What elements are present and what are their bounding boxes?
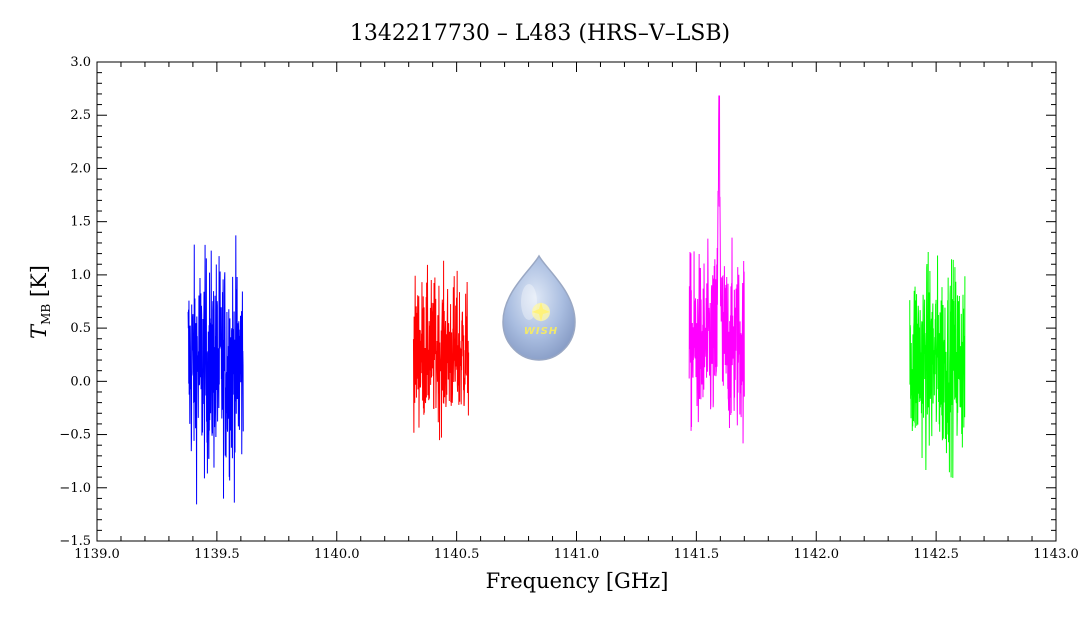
series-layer	[187, 95, 966, 505]
y-axis-label-symbol: T	[27, 323, 51, 339]
x-tick-label: 1140.0	[314, 547, 360, 562]
x-tick-label: 1141.0	[554, 547, 600, 562]
y-tick-label: −1.5	[59, 534, 91, 549]
y-axis-label-subscript: MB	[39, 304, 53, 325]
x-tick-label: 1139.0	[74, 547, 120, 562]
wish-logo: WISH	[502, 254, 576, 361]
x-tick-label: 1140.5	[434, 547, 480, 562]
x-tick-label: 1139.5	[194, 547, 240, 562]
y-tick-label: −1.0	[59, 481, 91, 496]
chart-title: 1342217730 – L483 (HRS–V–LSB)	[350, 21, 730, 46]
x-tick-label: 1141.5	[674, 547, 720, 562]
x-tick-label: 1142.5	[913, 547, 959, 562]
plot-frame	[96, 61, 1057, 542]
y-tick-label: 1.0	[70, 268, 91, 283]
y-axis-label-units: [K]	[27, 265, 51, 297]
y-tick-label: 0.0	[70, 374, 91, 389]
logo-text: WISH	[524, 326, 558, 337]
star-icon	[532, 302, 550, 322]
spectrum-series-2	[412, 260, 470, 441]
y-tick-label: 2.0	[70, 161, 91, 176]
spectrum-series-1	[187, 235, 244, 505]
spectrum-series-4	[909, 252, 966, 478]
x-axis-label: Frequency [GHz]	[486, 569, 669, 593]
svg-text:TMB [K]: TMB [K]	[27, 265, 53, 339]
y-axis-label: TMB [K]	[27, 265, 53, 339]
y-tick-label: 2.5	[70, 108, 91, 123]
y-tick-label: −0.5	[59, 428, 91, 443]
spectrum-series-3	[688, 95, 745, 444]
plot-area	[96, 61, 1057, 542]
y-tick-label: 3.0	[70, 55, 91, 70]
y-tick-label: 0.5	[70, 321, 91, 336]
x-tick-label: 1142.0	[794, 547, 840, 562]
y-tick-label: 1.5	[70, 215, 91, 230]
ticks-layer: 1139.0 1139.5 1140.0 1140.5 1141.0 1141.5 1142…	[59, 55, 1078, 562]
y-axis-label-unit	[27, 297, 51, 304]
x-tick-label: 1143.0	[1033, 547, 1079, 562]
